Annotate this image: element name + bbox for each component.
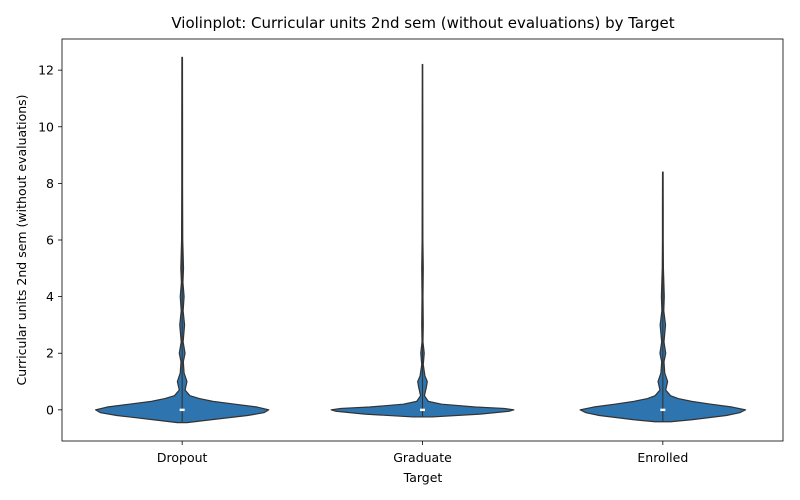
y-tick-label: 0 <box>46 402 54 417</box>
x-tick-label-dropout: Dropout <box>157 450 208 465</box>
x-tick-label-graduate: Graduate <box>393 450 452 465</box>
y-tick-label: 2 <box>46 346 54 361</box>
y-tick-label: 8 <box>46 176 54 191</box>
x-axis-label: Target <box>403 470 443 485</box>
y-tick-label: 10 <box>38 119 54 134</box>
y-tick-label: 6 <box>46 233 54 248</box>
median-marker-dropout <box>179 408 185 412</box>
y-tick-label: 4 <box>46 289 54 304</box>
y-axis-label: Curricular units 2nd sem (without evalua… <box>14 94 29 385</box>
x-tick-label-enrolled: Enrolled <box>637 450 688 465</box>
y-tick-label: 12 <box>38 63 54 78</box>
chart-title: Violinplot: Curricular units 2nd sem (wi… <box>171 14 674 32</box>
plot-frame <box>61 38 784 442</box>
median-marker-graduate <box>420 408 425 412</box>
median-marker-enrolled <box>660 408 666 412</box>
